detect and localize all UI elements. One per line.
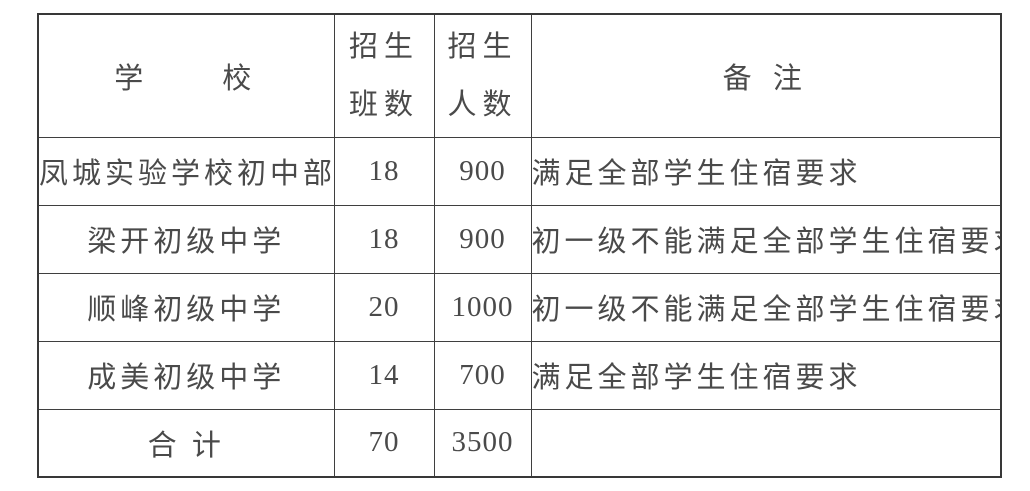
- school-cell: 梁开初级中学: [37, 204, 335, 274]
- school-cell: 顺峰初级中学: [37, 272, 335, 342]
- header-students-line1: 招生: [447, 30, 518, 63]
- remark-cell: 初一级不能满足全部学生住宿要求: [530, 204, 1002, 274]
- header-students-line2: 人数: [447, 88, 518, 121]
- students-cell: 900: [433, 136, 532, 206]
- header-classes-line2: 班数: [348, 88, 419, 121]
- classes-cell: 18: [333, 136, 435, 206]
- header-school: 学 校: [37, 13, 335, 138]
- remark-cell: 满足全部学生住宿要求: [530, 136, 1002, 206]
- total-students-cell: 3500: [433, 408, 532, 478]
- table-row: 成美初级中学 14 700 满足全部学生住宿要求: [37, 340, 1002, 410]
- header-classes-line1: 招生: [348, 30, 419, 63]
- table-row-total: 合 计 70 3500: [37, 408, 1002, 478]
- total-remark-cell: [530, 408, 1002, 478]
- remark-cell: 初一级不能满足全部学生住宿要求: [530, 272, 1002, 342]
- header-remark: 备 注: [530, 13, 1002, 138]
- classes-cell: 14: [333, 340, 435, 410]
- enrollment-table: 学 校 招生 班数 招生 人数 备 注 凤城实验学校初中部 18 900 满足全…: [37, 13, 1002, 478]
- students-cell: 900: [433, 204, 532, 274]
- header-classes: 招生 班数: [333, 13, 435, 138]
- classes-cell: 18: [333, 204, 435, 274]
- header-students: 招生 人数: [433, 13, 532, 138]
- total-classes-cell: 70: [333, 408, 435, 478]
- total-label-cell: 合 计: [37, 408, 335, 478]
- school-cell: 凤城实验学校初中部: [37, 136, 335, 206]
- school-cell: 成美初级中学: [37, 340, 335, 410]
- classes-cell: 20: [333, 272, 435, 342]
- table-row: 凤城实验学校初中部 18 900 满足全部学生住宿要求: [37, 136, 1002, 206]
- remark-cell: 满足全部学生住宿要求: [530, 340, 1002, 410]
- students-cell: 1000: [433, 272, 532, 342]
- table-row: 梁开初级中学 18 900 初一级不能满足全部学生住宿要求: [37, 204, 1002, 274]
- table-row: 顺峰初级中学 20 1000 初一级不能满足全部学生住宿要求: [37, 272, 1002, 342]
- students-cell: 700: [433, 340, 532, 410]
- table-header-row: 学 校 招生 班数 招生 人数 备 注: [37, 13, 1002, 138]
